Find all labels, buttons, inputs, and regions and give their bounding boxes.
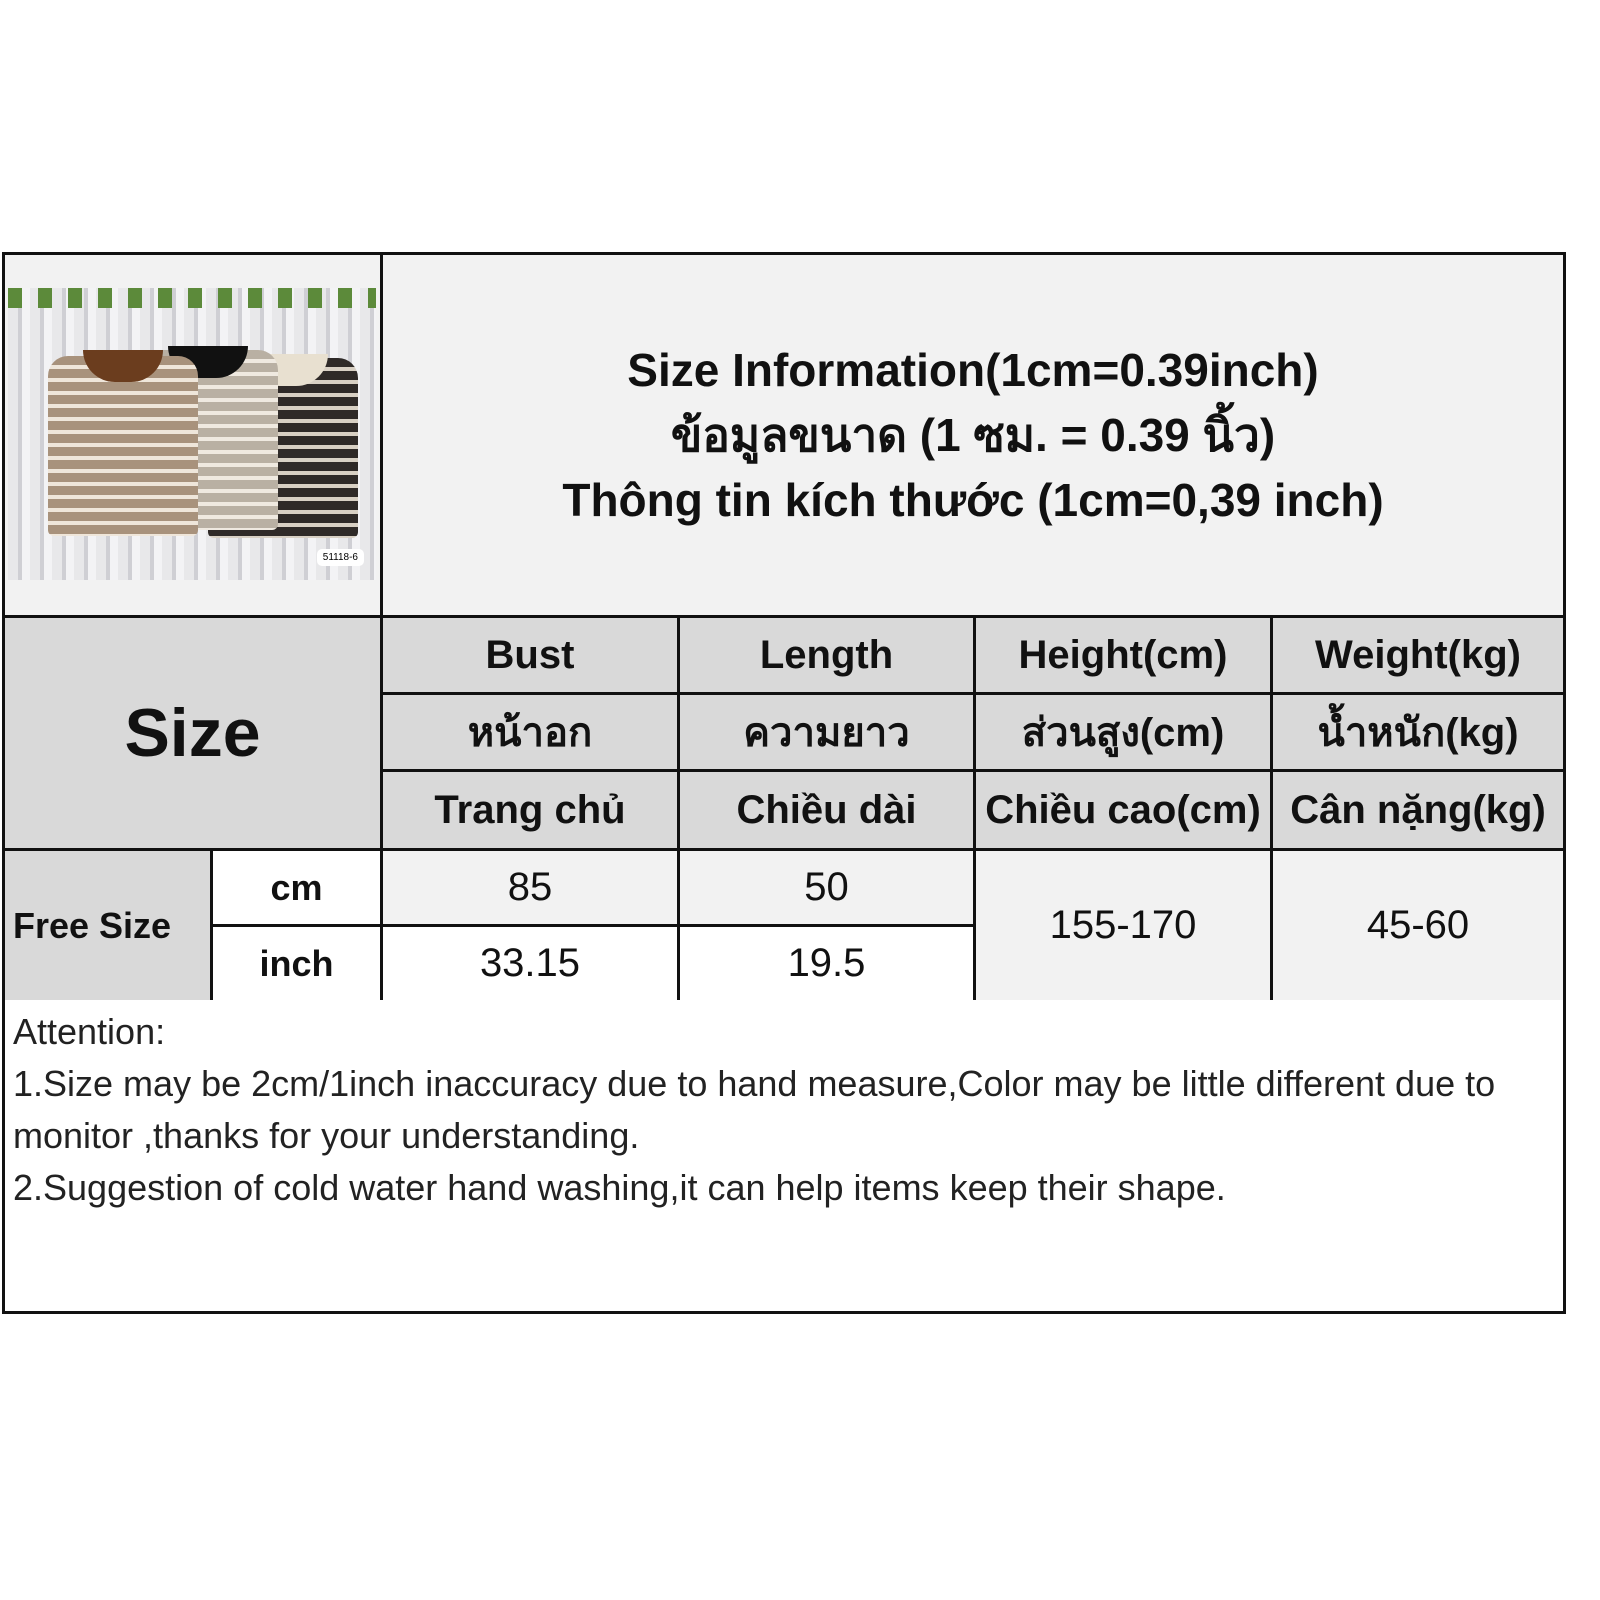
product-photo: 51118-6 [8, 288, 376, 580]
header-height-th: ส่วนสูง(cm) [973, 692, 1273, 772]
product-code-tag: 51118-6 [316, 549, 364, 566]
bust-cm: 85 [380, 848, 680, 927]
header-bust-en: Bust [380, 615, 680, 695]
leaves-decoration [8, 288, 376, 308]
shirt-brown [48, 356, 198, 536]
header-bust-th: หน้าอก [380, 692, 680, 772]
header-height-vi: Chiều cao(cm) [973, 769, 1273, 851]
title-en: Size Information(1cm=0.39inch) [627, 343, 1319, 396]
height-range: 155-170 [973, 848, 1273, 1003]
header-length-th: ความยาว [677, 692, 976, 772]
size-header: Size [2, 615, 383, 851]
title-vi: Thông tin kích thước (1cm=0,39 inch) [562, 473, 1384, 526]
attention-line-1: 1.Size may be 2cm/1inch inaccuracy due t… [13, 1063, 1496, 1156]
header-length-en: Length [677, 615, 976, 695]
attention-heading: Attention: [13, 1011, 166, 1052]
weight-range: 45-60 [1270, 848, 1566, 1003]
title-th: ข้อมูลขนาด (1 ซม. = 0.39 นิ้ว) [670, 408, 1276, 461]
length-inch: 19.5 [677, 924, 976, 1003]
free-size-label: Free Size [2, 848, 213, 1003]
header-weight-en: Weight(kg) [1270, 615, 1566, 695]
header-length-vi: Chiều dài [677, 769, 976, 851]
unit-cm: cm [210, 848, 383, 927]
bust-inch: 33.15 [380, 924, 680, 1003]
header-weight-th: น้ำหนัก(kg) [1270, 692, 1566, 772]
attention-line-2: 2.Suggestion of cold water hand washing,… [13, 1167, 1226, 1208]
size-info-title: Size Information(1cm=0.39inch) ข้อมูลขนา… [380, 252, 1566, 618]
header-bust-vi: Trang chủ [380, 769, 680, 851]
unit-inch: inch [210, 924, 383, 1003]
length-cm: 50 [677, 848, 976, 927]
header-height-en: Height(cm) [973, 615, 1273, 695]
header-weight-vi: Cân nặng(kg) [1270, 769, 1566, 851]
attention-notes: Attention: 1.Size may be 2cm/1inch inacc… [2, 1000, 1566, 1314]
